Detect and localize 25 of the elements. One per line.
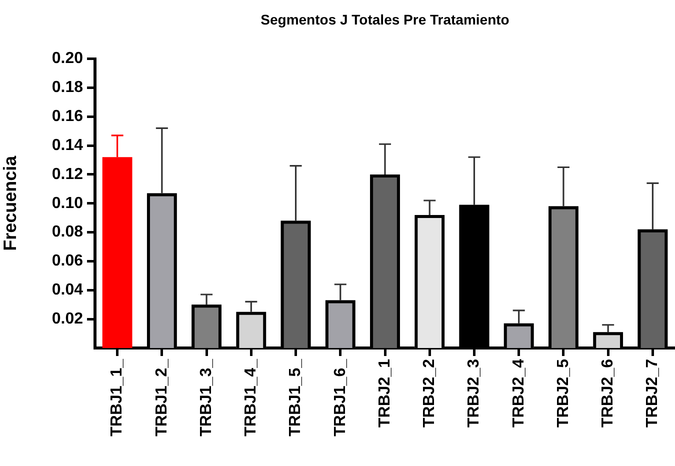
x-tick-label: TRBJ1_5_	[287, 358, 304, 436]
y-tick-label: 0.08	[52, 224, 84, 241]
x-tick-label: TRBJ2_1	[376, 358, 394, 428]
y-tick-label: 0.02	[52, 310, 84, 328]
x-tick-label: TRBJ2_5	[554, 358, 572, 428]
y-tick-label: 0.06	[52, 252, 84, 270]
y-tick-label: 0.04	[52, 282, 84, 299]
y-tick-label: 0.16	[52, 108, 84, 126]
x-tick-label: TRBJ1_6_	[332, 358, 349, 436]
x-tick-label: TRBJ1_3_	[198, 358, 215, 436]
y-tick-label: 0.14	[52, 136, 84, 154]
y-tick-label: 0.10	[52, 194, 84, 212]
x-tick-label: TRBJ1_4_	[242, 358, 260, 436]
chart-title: Segmentos J Totales Pre Tratamiento	[260, 11, 510, 28]
x-tick-label: TRBJ1_1_	[108, 358, 126, 436]
y-tick-label: 0.20	[52, 50, 84, 68]
y-tick-label: 0.18	[52, 79, 84, 96]
x-tick-label: TRBJ1_2_	[153, 358, 170, 436]
x-tick-label: TRBJ2_6	[599, 358, 616, 428]
x-tick-label: TRBJ2_7	[644, 358, 662, 428]
x-tick-label: TRBJ2_3	[466, 358, 483, 428]
y-axis-title: Frecuencia	[0, 154, 20, 251]
x-tick-label: TRBJ2_4	[510, 358, 528, 428]
y-tick-label: 0.12	[52, 166, 84, 183]
x-tick-label: TRBJ2_2	[421, 358, 438, 428]
